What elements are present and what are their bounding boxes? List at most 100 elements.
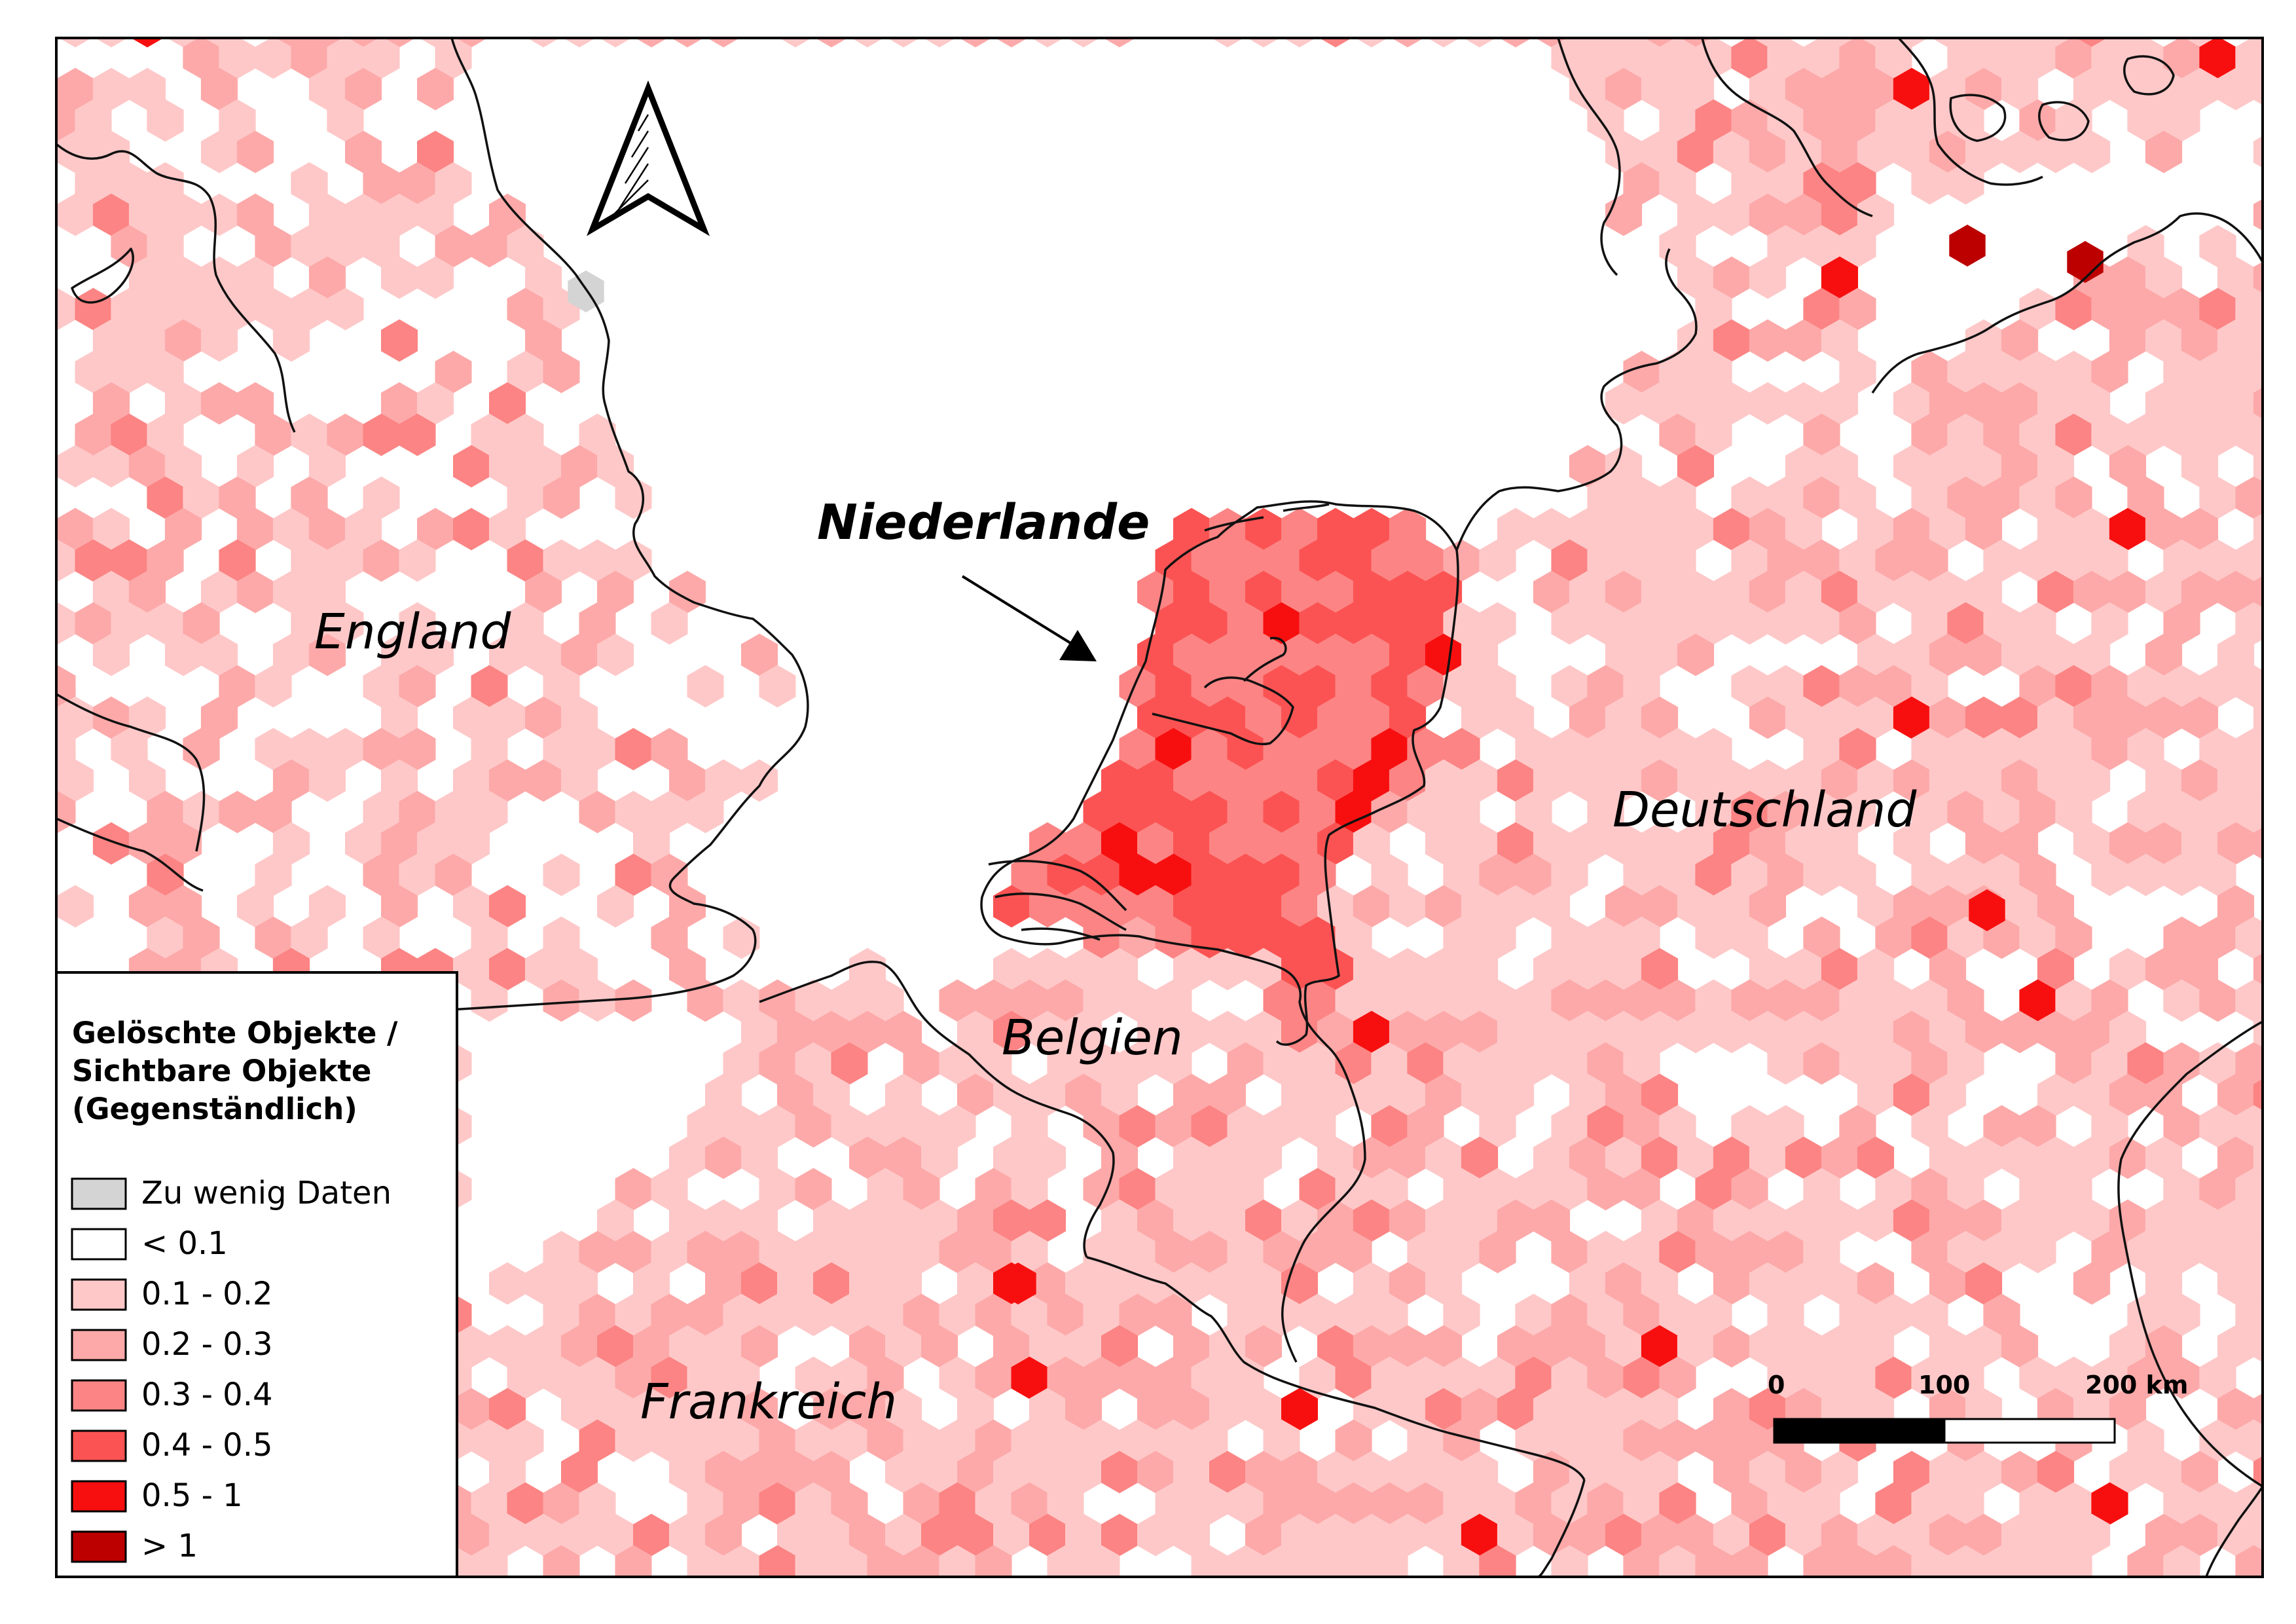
hex-cell	[1659, 1545, 1696, 1577]
hex-cell	[1969, 889, 2005, 931]
hex-cell	[1605, 948, 1643, 991]
hex-cell	[1929, 1262, 1967, 1305]
hex-cell	[1767, 665, 1804, 708]
hex-cell	[1211, 38, 1244, 48]
hex-cell	[1947, 790, 1984, 834]
hex-cell	[1569, 570, 1607, 614]
hex-cell	[2001, 319, 2039, 362]
hex-cell	[1443, 853, 1480, 896]
hex-cell	[2235, 287, 2263, 331]
hex-cell	[1587, 1042, 1624, 1085]
hex-cell	[1353, 633, 1391, 676]
hex-cell	[777, 1010, 814, 1054]
hex-cell	[1443, 1608, 1480, 1624]
hex-cell	[1407, 979, 1444, 1022]
hex-cell	[1893, 1010, 1931, 1054]
hex-cell	[957, 1513, 994, 1557]
hex-cell	[308, 885, 346, 928]
hex-cell	[2091, 1105, 2128, 1148]
hex-cell	[183, 790, 220, 834]
hex-cell	[1731, 1230, 1768, 1274]
hex-cell	[525, 1262, 562, 1305]
hex-cell	[1443, 1482, 1480, 1525]
hex-cell	[2199, 979, 2236, 1022]
hex-cell	[1209, 948, 1246, 991]
hex-cell	[1659, 162, 1696, 205]
hex-cell	[1389, 1450, 1427, 1494]
hex-cell	[723, 1293, 760, 1337]
hex-cell	[1695, 790, 1732, 834]
hex-cell	[1677, 1136, 1715, 1179]
hex-cell	[1353, 570, 1391, 614]
hex-cell	[1281, 1513, 1318, 1557]
hex-cell	[291, 413, 328, 456]
hex-cell	[1569, 1450, 1607, 1494]
hex-cell	[1949, 225, 1986, 267]
hex-cell	[1084, 1608, 1120, 1624]
hex-cell	[2253, 764, 2263, 797]
hex-cell	[2289, 885, 2296, 928]
hex-cell	[1011, 1419, 1048, 1462]
hex-cell	[2109, 1010, 2147, 1054]
hex-cell	[1353, 507, 1391, 551]
hex-cell	[1029, 948, 1066, 991]
hex-cell	[1245, 759, 1282, 802]
hex-cell	[2073, 1199, 2111, 1242]
hex-cell	[1533, 570, 1571, 614]
hex-cell	[1695, 1419, 1732, 1462]
hex-cell	[1263, 1042, 1300, 1085]
hex-cell	[1659, 1608, 1696, 1624]
hex-cell	[1173, 507, 1210, 551]
hex-cell	[1497, 1513, 1535, 1557]
hex-cell	[1785, 445, 1823, 488]
hex-cell	[1299, 602, 1336, 645]
hex-cell	[1191, 1230, 1228, 1274]
hex-cell	[1749, 948, 1787, 991]
hex-cell	[1641, 67, 1679, 111]
hex-cell	[1263, 665, 1300, 708]
hex-cell	[1803, 979, 1840, 1022]
hex-cell	[1155, 728, 1192, 771]
hex-cell	[1425, 1262, 1463, 1305]
hex-cell	[1677, 1513, 1715, 1557]
hex-cell	[200, 193, 238, 236]
hex-cell	[1983, 853, 2020, 896]
hex-cell	[1929, 633, 1967, 676]
frisian-islands	[1204, 503, 1330, 532]
hex-cell	[1803, 728, 1840, 771]
hex-cell	[2235, 1168, 2263, 1211]
hex-cell	[1425, 570, 1463, 614]
hex-cell	[849, 1262, 886, 1305]
hex-cell	[2271, 540, 2296, 582]
hex-cell	[2019, 539, 2056, 582]
hex-cell	[2199, 1168, 2236, 1211]
hex-cell	[417, 67, 454, 111]
hex-cell	[1893, 822, 1931, 865]
hex-cell	[759, 665, 796, 708]
hex-cell	[489, 948, 526, 991]
hex-cell	[2109, 1073, 2147, 1116]
hex-cell	[1893, 1199, 1931, 1242]
hex-cell	[1011, 1105, 1048, 1148]
hex-cell	[1389, 1073, 1427, 1116]
hex-cell	[1227, 539, 1264, 582]
hex-cell	[2271, 980, 2296, 1022]
hex-cell	[939, 1293, 976, 1337]
hex-cell	[291, 225, 328, 268]
hex-cell	[1983, 602, 2020, 645]
hex-cell	[867, 1105, 904, 1148]
hex-cell	[2235, 602, 2263, 645]
hex-cell	[1931, 38, 1964, 48]
hex-cell	[1767, 1042, 1804, 1085]
hex-cell	[1515, 1482, 1552, 1525]
hex-cell	[1137, 759, 1174, 802]
hex-cell	[2109, 67, 2147, 111]
hex-cell	[795, 1608, 832, 1624]
hex-cell	[2271, 1608, 2296, 1624]
hex-cell	[272, 319, 310, 362]
hex-cell	[1821, 130, 1859, 174]
hex-cell	[1371, 539, 1408, 582]
hex-cell	[1713, 1513, 1751, 1557]
hex-cell	[1300, 1608, 1336, 1624]
hex-cell	[867, 1356, 904, 1399]
